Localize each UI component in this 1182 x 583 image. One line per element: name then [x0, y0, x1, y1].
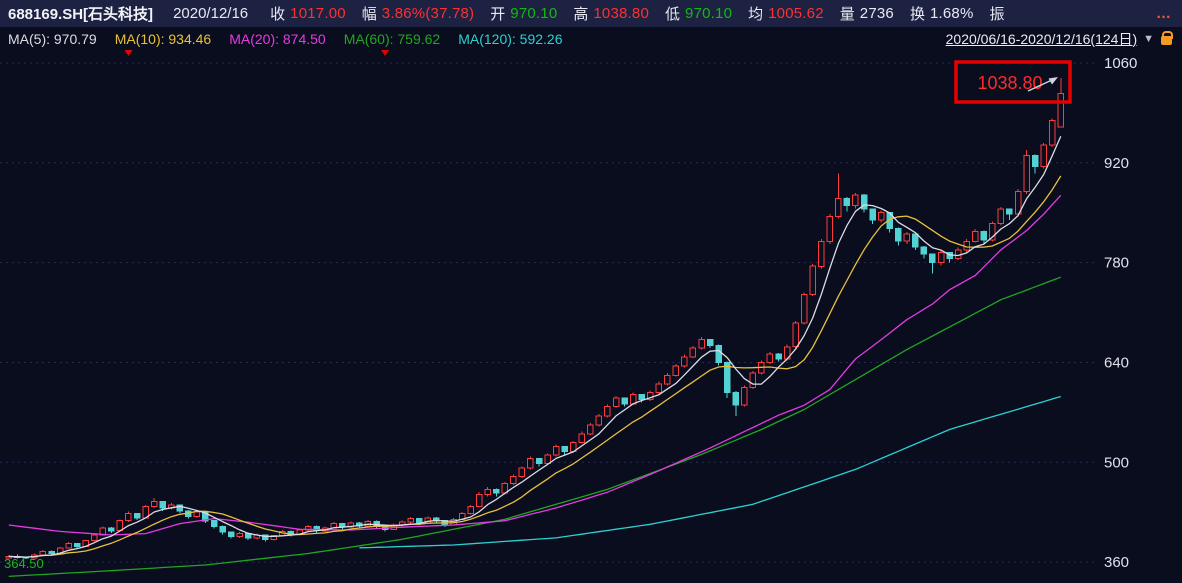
header-fields: 收 1017.00 幅 3.86%(37.78) 开 970.10 高 1038.80 低 970… — [254, 3, 1009, 24]
field-label: 幅 — [361, 6, 377, 23]
field-label: 开 — [490, 6, 506, 23]
quote-date: 2020/12/16 — [173, 5, 249, 22]
field-label: 高 — [573, 6, 589, 23]
candlestick-chart[interactable]: 1038.80 1060 920 780 640 500 360 364.50 — [0, 50, 1182, 583]
field-value: 2736 — [859, 5, 894, 22]
y-axis-label: 500 — [1104, 454, 1129, 471]
field-value: 970.10 — [685, 5, 733, 22]
field-label: 换 — [909, 6, 925, 23]
lock-icon[interactable] — [1161, 30, 1173, 45]
ma-value-item: MA(20): 874.50 — [229, 30, 326, 47]
ma-values: MA(5): 970.79 MA(10): 934.46 MA(20): 874.5… — [8, 31, 581, 47]
field-value: 1005.62 — [768, 5, 824, 22]
ma-value-item: MA(60): 759.62 — [343, 30, 441, 47]
range-selector-group: 2020/06/16-2020/12/16(124日) ▼ — [946, 29, 1174, 49]
stock-symbol[interactable]: 688169.SH[石头科技] — [8, 6, 154, 23]
ma-value-item: MA(10): 934.46 — [114, 30, 212, 47]
ma-value-item: MA(120): 592.26 — [458, 30, 563, 47]
field-label: 收 — [270, 6, 286, 23]
field-label: 振 — [989, 6, 1005, 23]
overflow-ellipsis[interactable]: … — [1156, 5, 1172, 22]
ma-indicator-bar: MA(5): 970.79 MA(10): 934.46 MA(20): 874.5… — [0, 27, 1182, 50]
min-price-label: 364.50 — [4, 556, 44, 571]
y-axis-label: 780 — [1104, 255, 1129, 272]
chevron-down-icon[interactable]: ▼ — [1143, 32, 1154, 45]
svg-text:1038.80: 1038.80 — [977, 73, 1042, 93]
ma-value-item: MA(5): 970.79 — [8, 30, 97, 47]
quote-header-bar: 688169.SH[石头科技] 2020/12/16 收 1017.00 幅 3.86… — [0, 0, 1182, 27]
chart-area[interactable]: 1038.80 1060 920 780 640 500 360 364.50 — [0, 50, 1182, 583]
y-axis-label: 360 — [1104, 554, 1129, 571]
field-label: 低 — [665, 6, 681, 23]
date-range-selector[interactable]: 2020/06/16-2020/12/16(124日) — [945, 30, 1138, 47]
field-label: 量 — [839, 6, 855, 23]
y-axis-label: 920 — [1104, 155, 1129, 172]
field-label: 均 — [748, 6, 764, 23]
field-value: 1017.00 — [290, 5, 346, 22]
y-axis-label: 1060 — [1104, 55, 1137, 72]
field-value: 1038.80 — [593, 5, 650, 22]
field-value: 3.86%(37.78) — [381, 5, 475, 22]
field-value: 1.68% — [929, 5, 974, 22]
field-value: 970.10 — [510, 5, 558, 22]
y-axis-label: 640 — [1104, 355, 1129, 372]
